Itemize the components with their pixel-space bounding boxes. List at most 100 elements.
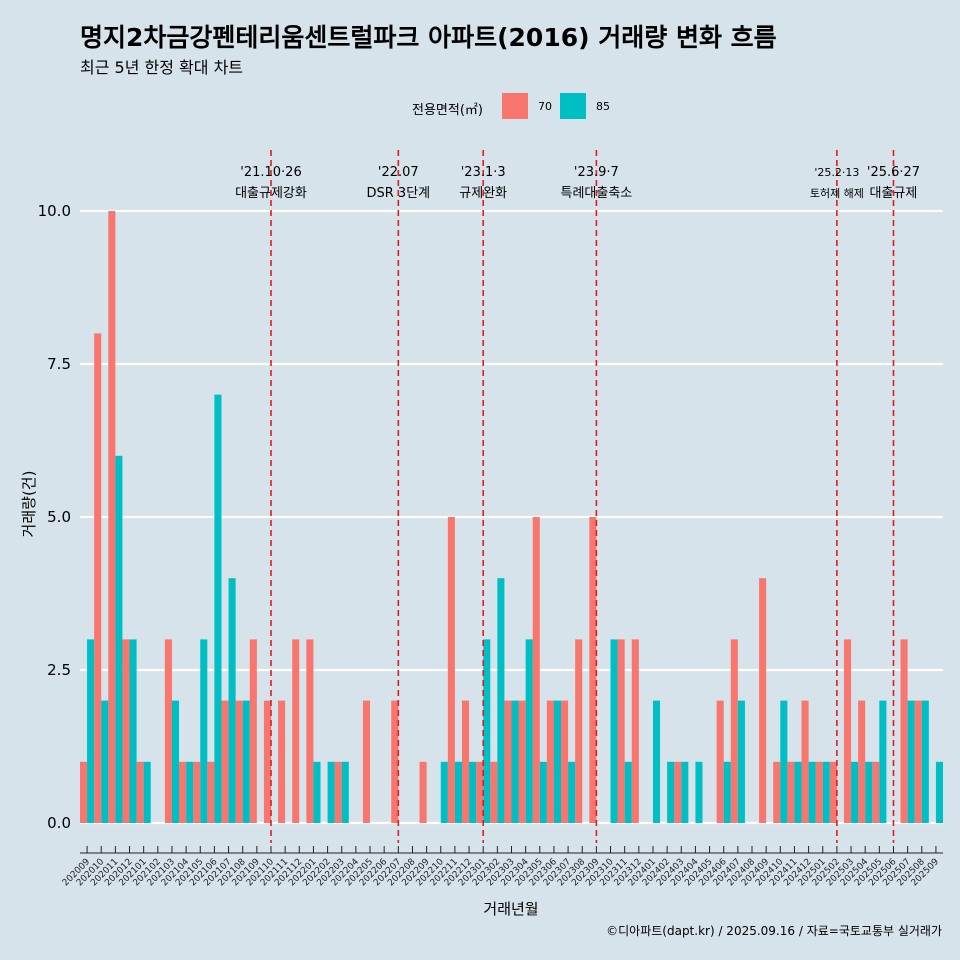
- bar-85-202212: [469, 761, 477, 823]
- bar-85-202410: [780, 700, 788, 823]
- bar-70-202105: [193, 761, 201, 823]
- event-date: '21.10·26: [240, 165, 301, 180]
- bar-85-202009: [87, 639, 95, 823]
- bar-85-202310: [610, 639, 618, 823]
- bar-70-202112: [292, 639, 300, 823]
- event-label: DSR 3단계: [367, 186, 431, 201]
- bar-70-202301: [476, 761, 484, 823]
- bar-85-202210: [440, 761, 448, 823]
- bar-70-202011: [108, 211, 116, 823]
- event-date: '22.07: [378, 165, 419, 180]
- event-label: 특례대출축소: [561, 186, 633, 201]
- bar-85-202202: [327, 761, 335, 823]
- bar-70-202212: [461, 700, 470, 823]
- bar-70-202104: [179, 761, 187, 823]
- event-lines: [270, 150, 895, 843]
- bar-85-202012: [129, 639, 137, 823]
- event-label: 규제완화: [459, 186, 507, 201]
- bar-85-202011: [115, 455, 123, 823]
- bar-85-202501: [822, 761, 830, 823]
- y-axis: 0.0 2.5 5.0 7.5 10.0: [38, 202, 71, 832]
- chart-title: 명지2차금강펜테리움센트럴파크 아파트(2016) 거래량 변화 흐름: [80, 23, 777, 52]
- bar-70-202110: [263, 700, 271, 823]
- bar-85-202104: [186, 761, 194, 823]
- bar-70-202406: [716, 700, 724, 823]
- bar-70-202203: [334, 761, 342, 823]
- bar-85-202504: [865, 761, 873, 823]
- bar-70-202201: [306, 639, 314, 823]
- bar-70-202009: [80, 761, 88, 823]
- bar-70-202309: [589, 517, 597, 823]
- bar-70-202501: [815, 761, 823, 823]
- bar-70-202302: [490, 761, 498, 823]
- bar-70-202106: [207, 761, 215, 823]
- event-label: 토허제 해제: [810, 186, 864, 200]
- source-caption: ©디아파트(dapt.kr) / 2025.09.16 / 자료=국토교통부 실…: [606, 924, 942, 938]
- bar-70-202306: [546, 700, 554, 823]
- legend-swatch-70: [502, 93, 528, 119]
- event-date: '23.9·7: [574, 165, 619, 180]
- bar-70-202508: [914, 700, 922, 823]
- bar-85-202303: [511, 700, 519, 823]
- bar-70-202010: [94, 333, 102, 823]
- bar-85-202107: [228, 578, 236, 823]
- legend-swatch-85: [560, 93, 586, 119]
- bar-85-202508: [921, 700, 929, 823]
- bar-70-202507: [900, 639, 908, 823]
- bar-70-202304: [518, 700, 526, 823]
- event-date: '23.1·3: [461, 165, 506, 180]
- y-tick-label: 10.0: [38, 202, 71, 220]
- bar-85-202403: [681, 761, 689, 823]
- bar-85-202010: [101, 700, 109, 823]
- bars: [80, 211, 943, 823]
- bar-85-202401: [652, 700, 661, 823]
- bar-85-202302: [497, 578, 505, 823]
- bar-85-202407: [737, 700, 745, 823]
- bar-85-202211: [454, 761, 462, 823]
- bar-70-202307: [561, 700, 569, 823]
- y-tick-label: 7.5: [47, 355, 71, 373]
- y-tick-label: 5.0: [47, 508, 71, 526]
- bar-85-202301: [483, 639, 491, 823]
- event-label: 대출규제: [870, 186, 918, 201]
- x-axis: 2020092020102020112020122021012021022021…: [61, 846, 943, 888]
- chart-subtitle: 최근 5년 한정 확대 차트: [80, 58, 244, 77]
- bar-85-202105: [200, 639, 208, 823]
- legend-label-85: 85: [596, 100, 610, 113]
- y-tick-label: 0.0: [47, 814, 71, 832]
- bar-85-202304: [525, 639, 533, 823]
- bar-70-202108: [235, 700, 243, 823]
- bar-70-202505: [872, 761, 880, 823]
- bar-70-202403: [674, 761, 682, 823]
- event-date: '25.2·13: [814, 166, 859, 179]
- bar-85-202412: [808, 761, 816, 823]
- bar-70-202103: [164, 639, 172, 823]
- bar-85-202103: [171, 700, 180, 823]
- bar-85-202306: [553, 700, 562, 823]
- event-annotations: '21.10·26 대출규제강화 '22.07 DSR 3단계 '23.1·3 규제완화 '…: [235, 165, 920, 201]
- bar-70-202305: [532, 517, 540, 823]
- bar-70-202101: [136, 761, 144, 823]
- bar-85-202311: [624, 761, 632, 823]
- bar-70-202012: [122, 639, 130, 823]
- bar-85-202203: [341, 761, 349, 823]
- bar-85-202305: [539, 761, 547, 823]
- bar-85-202201: [313, 761, 321, 823]
- bar-85-202108: [242, 700, 250, 823]
- bar-70-202504: [858, 700, 866, 823]
- bar-70-202303: [504, 700, 512, 823]
- bar-85-202406: [723, 761, 731, 823]
- legend-title: 전용면적(㎡): [412, 103, 483, 118]
- bar-70-202111: [278, 700, 286, 823]
- bar-70-202407: [730, 639, 738, 823]
- x-axis-label: 거래년월: [483, 900, 538, 918]
- bar-70-202311: [617, 639, 625, 823]
- bar-70-202207: [391, 700, 399, 823]
- bar-85-202411: [794, 761, 802, 823]
- bar-70-202409: [759, 578, 767, 823]
- y-axis-label: 거래량(건): [20, 471, 38, 538]
- legend-label-70: 70: [538, 100, 552, 113]
- bar-70-202411: [787, 761, 795, 823]
- bar-85-202307: [568, 761, 576, 823]
